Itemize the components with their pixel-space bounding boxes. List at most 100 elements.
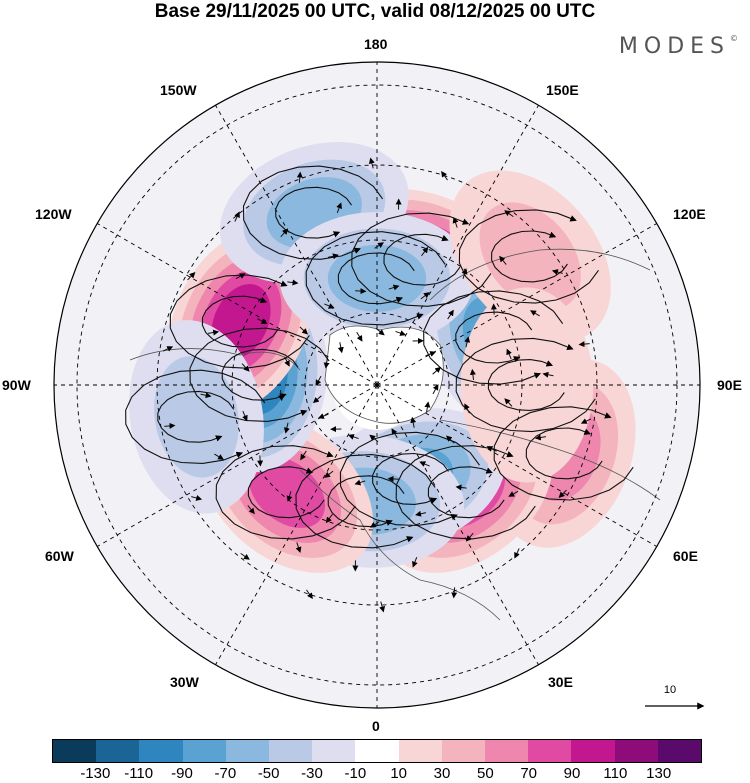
streamline [423,290,564,385]
wind-arrow [312,395,322,404]
colorbar-swatch [53,740,97,762]
label-0: 0 [372,718,380,734]
anomaly-contour [460,287,594,483]
colorbar-tick-label: 90 [563,765,581,782]
wind-arrow [278,389,285,402]
wind-arrow [287,279,299,286]
wind-arrow [299,326,308,335]
map-title: Base 29/11/2025 00 UTC, valid 08/12/2025… [154,1,596,22]
wind-arrow [354,479,366,486]
colorbar-swatch [139,740,183,762]
wind-arrow [315,375,322,386]
streamline [125,369,266,464]
colorbar-swatch [398,740,442,762]
colorbar-tick-label: 30 [433,765,451,782]
colorbar-swatch [312,740,356,762]
wind-arrow [455,484,467,491]
anomaly-field [128,142,636,573]
streamlines [125,157,634,613]
streamline [372,452,449,505]
anomaly-contour [479,202,581,311]
wind-arrow [542,371,554,378]
wind-arrow [327,253,339,260]
streamline [383,233,461,286]
wind-arrow [432,384,439,395]
streamline [455,311,533,364]
streamline [337,252,415,305]
wind-arrow [257,318,268,324]
wind-arrow [388,284,400,291]
wind-arrow [391,428,398,439]
wind-arrow [424,401,431,413]
brand-text: MODES [618,34,730,59]
streamline [455,337,596,433]
wind-arrow [325,513,333,524]
wind-arrow [306,589,313,600]
label-120w: 120W [35,206,72,222]
streamline [295,454,436,549]
colorbar-tick-label: -110 [124,765,154,782]
wind-arrow [486,446,497,452]
streamline [493,406,634,501]
colorbar-tick-label: 50 [476,765,494,782]
wind-arrow [410,416,417,428]
wind-arrow [317,413,329,419]
colorbar-ticks: -130 -110 -90 -70 -50 -30 -10 10 30 50 70 90 110 130 [52,765,702,783]
wind-arrow [355,288,367,295]
wind-arrow [257,455,264,467]
label-60e: 60E [673,548,698,564]
meridian-line [73,384,378,561]
colorbar-swatch [225,740,270,762]
streamline [275,186,353,239]
streamline [201,295,279,348]
wind-arrow [446,435,455,444]
wind-arrow [369,434,379,443]
streamline [525,427,603,480]
label-150e: 150E [546,82,579,98]
brand-mark: © [730,34,738,43]
colorbar-swatch [614,740,658,762]
wind-arrow [506,348,512,360]
streamline [221,348,299,401]
wind-arrow [395,330,407,336]
streamline [157,390,235,443]
label-30e: 30E [548,674,573,690]
wind-arrow [162,346,174,352]
wind-arrow [191,495,203,501]
wind-arrow [164,422,176,429]
label-90e: 90E [717,377,742,393]
streamline [327,475,405,528]
label-150w: 150W [160,82,197,98]
wind-arrow [286,491,293,502]
label-30w: 30W [170,674,199,690]
wind-arrow [504,210,514,218]
colorbar-swatch [269,740,313,762]
wind-arrow [578,341,590,348]
wind-arrow [425,351,437,357]
map-border [53,61,701,709]
reference-vector-label: 10 [663,684,677,696]
wind-arrow [551,269,563,275]
wind-arrow [441,170,448,181]
meridians [54,62,700,708]
wind-arrow [375,327,385,336]
wind-arrow [187,272,196,281]
meridian-line [376,209,681,386]
wind-arrow [336,202,342,214]
wind-arrow [347,434,359,440]
wind-arrow [280,228,289,238]
wind-arrow [508,490,519,497]
wind-arrow [419,461,430,467]
wind-arrow [284,356,290,367]
colorbar-tick-label: -10 [344,765,367,782]
wind-arrow [234,211,240,222]
colorbar-tick-label: -90 [171,765,193,782]
streamline [351,212,492,307]
wind-arrow [356,331,363,342]
streamline [491,230,568,283]
wind-arrow [207,329,220,336]
wind-arrow [283,422,290,434]
label-90w: 90W [2,377,31,393]
streamline [247,466,325,519]
streamline [395,445,536,540]
